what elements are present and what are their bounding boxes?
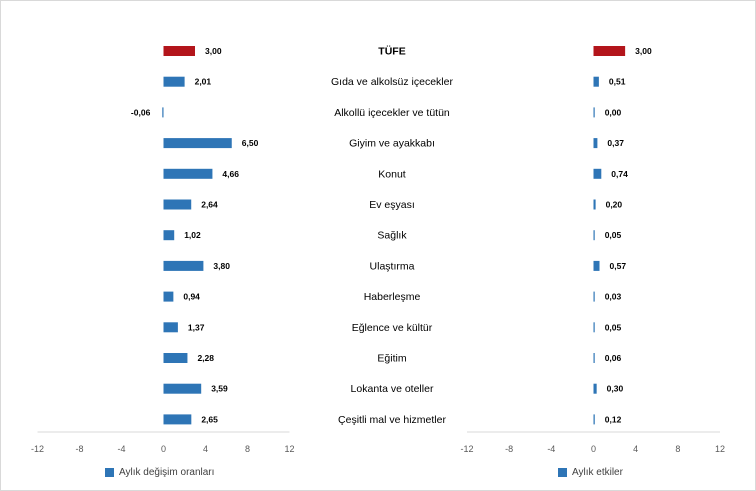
value-label-left-9: 1,37 — [188, 322, 205, 332]
category-label-4: Konut — [378, 168, 406, 180]
bar-right-2 — [593, 107, 595, 118]
bar-right-8 — [593, 291, 595, 302]
bar-left-7 — [163, 260, 204, 271]
value-label-right-1: 0,51 — [609, 77, 626, 87]
x-tick-label-right: -12 — [460, 444, 473, 454]
x-tick-label-right: 8 — [675, 444, 680, 454]
legend-left: Aylık değişim oranları — [105, 467, 214, 478]
category-label-9: Eğlence ve kültür — [352, 322, 433, 334]
bar-left-3 — [163, 138, 232, 149]
bar-right-4 — [593, 168, 602, 179]
x-tick-label-right: 0 — [591, 444, 596, 454]
legend-label-right: Aylık etkiler — [572, 467, 623, 478]
bar-left-8 — [163, 291, 174, 302]
legend-swatch-left — [105, 468, 114, 477]
value-label-left-2: -0,06 — [131, 107, 151, 117]
value-label-right-12: 0,12 — [605, 414, 622, 424]
x-tick-label-left: -12 — [31, 444, 44, 454]
x-tick-label-left: 12 — [284, 444, 294, 454]
bar-left-6 — [163, 230, 175, 241]
bar-left-11 — [163, 383, 202, 394]
bar-left-10 — [163, 353, 188, 363]
category-label-2: Alkollü içecekler ve tütün — [334, 107, 450, 119]
category-label-8: Haberleşme — [364, 291, 421, 303]
value-label-right-3: 0,37 — [607, 138, 624, 148]
category-label-11: Lokanta ve oteller — [351, 383, 434, 395]
bar-left-2 — [162, 107, 164, 118]
value-label-right-10: 0,06 — [605, 353, 622, 363]
x-tick-label-left: 8 — [245, 444, 250, 454]
x-tick-label-right: -4 — [547, 444, 555, 454]
legend-swatch-right — [558, 468, 567, 477]
value-label-left-8: 0,94 — [183, 292, 200, 302]
x-tick-label-right: -8 — [505, 444, 513, 454]
bar-right-5 — [593, 199, 596, 210]
legend-label-left: Aylık değişim oranları — [119, 467, 215, 478]
bar-right-1 — [593, 76, 599, 87]
bar-right-3 — [593, 138, 598, 149]
bar-left-4 — [163, 168, 213, 179]
value-label-left-0: 3,00 — [205, 46, 222, 56]
x-tick-label-right: 12 — [715, 444, 725, 454]
value-label-left-1: 2,01 — [195, 77, 212, 87]
bar-left-5 — [163, 199, 192, 210]
category-label-10: Eğitim — [377, 353, 406, 365]
value-label-right-11: 0,30 — [607, 384, 624, 394]
value-label-left-5: 2,64 — [201, 200, 218, 210]
category-label-3: Giyim ve ayakkabı — [349, 138, 435, 150]
bar-left-12 — [163, 414, 192, 425]
category-label-0: TÜFE — [378, 45, 405, 58]
value-label-left-3: 6,50 — [242, 138, 259, 148]
category-label-12: Çeşitli mal ve hizmetler — [338, 414, 446, 426]
value-label-right-4: 0,74 — [611, 169, 628, 179]
value-label-right-5: 0,20 — [606, 200, 623, 210]
category-label-5: Ev eşyası — [369, 199, 415, 211]
bar-right-7 — [593, 260, 600, 271]
value-label-left-11: 3,59 — [211, 384, 228, 394]
x-tick-label-left: -4 — [117, 444, 125, 454]
x-tick-label-left: 0 — [161, 444, 166, 454]
value-label-right-7: 0,57 — [610, 261, 627, 271]
bar-left-9 — [163, 322, 178, 333]
x-tick-label-left: 4 — [203, 444, 208, 454]
value-label-left-7: 3,80 — [213, 261, 230, 271]
value-label-left-4: 4,66 — [222, 169, 239, 179]
category-label-6: Sağlık — [377, 230, 407, 242]
bar-right-9 — [593, 322, 595, 333]
bar-right-0 — [593, 46, 626, 56]
bar-right-11 — [593, 383, 597, 394]
value-label-left-10: 2,28 — [197, 353, 214, 363]
value-label-left-12: 2,65 — [201, 414, 218, 424]
x-tick-label-right: 4 — [633, 444, 638, 454]
bar-right-10 — [593, 353, 595, 363]
bar-right-6 — [593, 230, 595, 241]
value-label-right-8: 0,03 — [605, 292, 622, 302]
value-label-left-6: 1,02 — [184, 230, 201, 240]
legend-right: Aylık etkiler — [558, 467, 623, 478]
value-label-right-6: 0,05 — [605, 230, 622, 240]
bar-left-0 — [163, 46, 195, 56]
bar-left-1 — [163, 76, 185, 87]
value-label-right-9: 0,05 — [605, 322, 622, 332]
bar-right-12 — [593, 414, 595, 425]
value-label-right-2: 0,00 — [605, 107, 622, 117]
category-label-7: Ulaştırma — [370, 260, 415, 272]
value-label-right-0: 3,00 — [635, 46, 652, 56]
category-label-1: Gıda ve alkolsüz içecekler — [331, 76, 453, 88]
x-tick-label-left: -8 — [75, 444, 83, 454]
